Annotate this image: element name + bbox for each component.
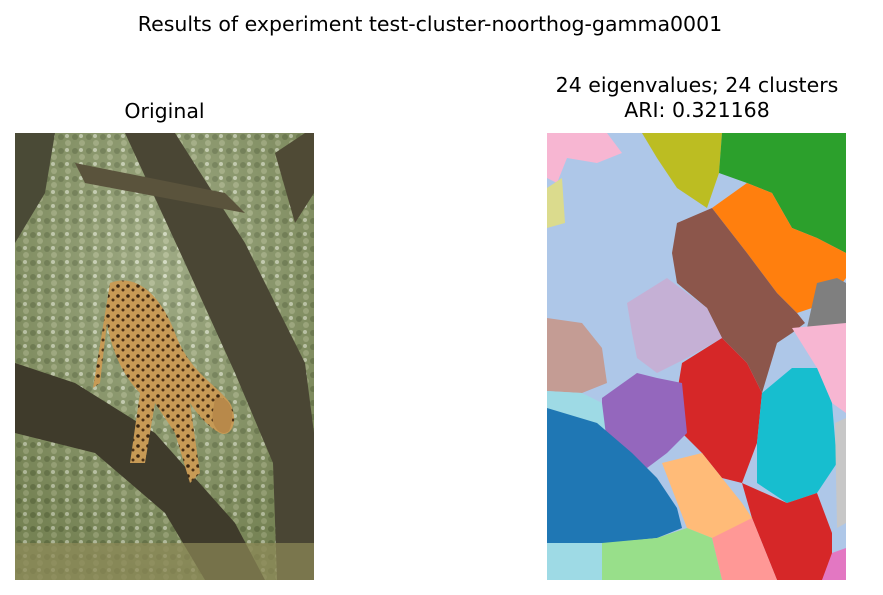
segment-red [677,338,762,483]
segment-pink-top [547,133,622,183]
segmentation-title-line1: 24 eigenvalues; 24 clusters [555,73,839,97]
segment-gray [807,278,846,328]
leopard-head [212,397,233,433]
segment-light-green [602,528,722,580]
segment-khaki [547,178,565,228]
segment-cyan [757,368,837,503]
original-photo-illustration [15,133,314,580]
segmentation-title: 24 eigenvalues; 24 clusters ARI: 0.32116… [497,73,883,123]
original-image-title: Original [124,99,205,123]
segment-red-lower [742,483,832,580]
figure-suptitle: Results of experiment test-cluster-noort… [137,12,723,36]
segment-purple [602,373,687,468]
segmentation-title-line2: ARI: 0.321168 [624,98,770,122]
lower-branch [15,363,265,580]
segment-light-gray [835,418,846,528]
segment-pink-right [792,323,846,413]
segment-green [719,133,846,253]
segment-olive [642,133,722,208]
left-trunk [15,133,55,243]
segment-light-cyan-bottom [547,543,602,580]
segment-magenta [822,548,846,580]
original-image [15,133,314,580]
right-branch [275,133,314,223]
ground-grass [15,543,314,580]
segment-peach [662,453,752,538]
segment-blue [547,408,682,543]
segmentation-regions [547,133,846,580]
segment-lavender [627,278,722,373]
segmentation-map [547,133,846,580]
segment-salmon [712,518,777,580]
segment-rose-brown [547,318,607,393]
main-trunk [125,133,314,580]
leopard [93,280,235,483]
segment-orange [712,183,846,313]
upper-branch [75,163,245,213]
segment-brown [672,208,805,393]
